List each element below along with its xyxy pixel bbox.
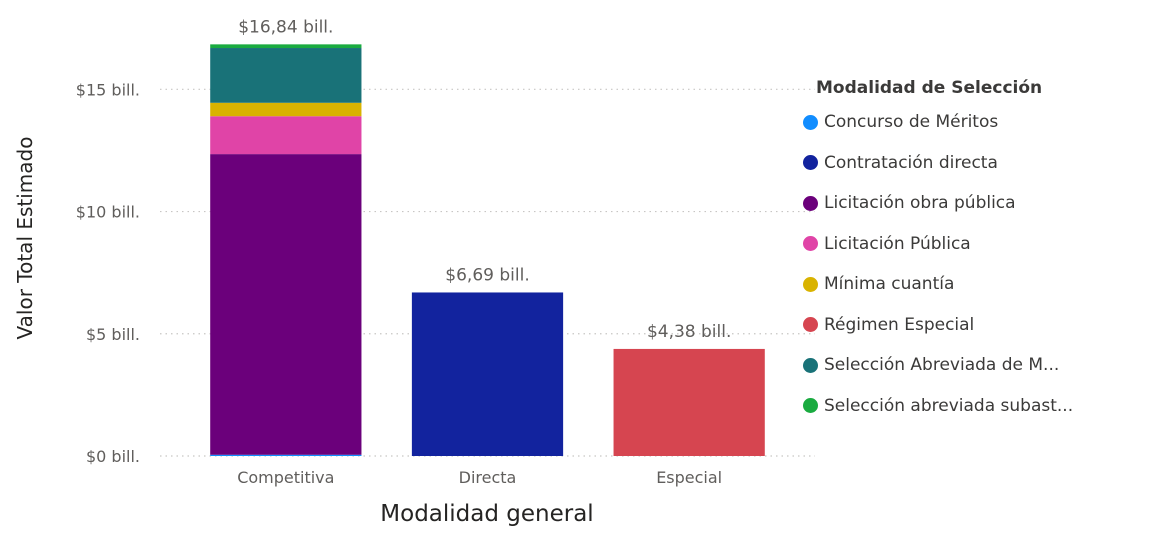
- legend-label: Licitación Pública: [824, 233, 971, 254]
- legend-marker-icon: [803, 236, 818, 252]
- legend-item[interactable]: Selección Abreviada de M...: [803, 345, 1143, 386]
- legend-item[interactable]: Contratación directa: [803, 143, 1143, 184]
- bar-segment[interactable]: [210, 102, 362, 117]
- bar-segment[interactable]: [411, 292, 564, 456]
- legend-marker-icon: [803, 114, 818, 130]
- bar-segment[interactable]: [210, 48, 362, 103]
- legend: Modalidad de Selección Concurso de Mérit…: [803, 74, 1143, 426]
- legend-label: Régimen Especial: [824, 314, 975, 335]
- legend-item[interactable]: Licitación obra pública: [803, 183, 1143, 224]
- y-tick-label: $10 bill.: [76, 203, 140, 222]
- legend-item[interactable]: Licitación Pública: [803, 224, 1143, 265]
- y-tick-label: $0 bill.: [86, 447, 140, 466]
- legend-item[interactable]: Régimen Especial: [803, 305, 1143, 346]
- bar-segment[interactable]: [210, 116, 362, 155]
- legend-title: Modalidad de Selección: [816, 78, 1043, 98]
- x-tick-labels: Competitiva Directa Especial: [237, 468, 722, 487]
- bars: [210, 44, 765, 456]
- total-labels: $16,84 bill. $6,69 bill. $4,38 bill.: [238, 17, 731, 342]
- legend-marker-icon: [803, 155, 818, 171]
- legend-marker-icon: [803, 357, 818, 373]
- bar-segment[interactable]: [210, 44, 362, 49]
- legend-item[interactable]: Concurso de Méritos: [803, 102, 1143, 143]
- total-label: $16,84 bill.: [238, 17, 333, 37]
- x-tick-label: Directa: [459, 468, 517, 487]
- legend-label: Concurso de Méritos: [824, 112, 999, 133]
- legend-label: Selección abreviada subast...: [824, 395, 1074, 416]
- legend-label: Licitación obra pública: [824, 193, 1016, 214]
- legend-marker-icon: [803, 317, 818, 333]
- legend-item[interactable]: Mínima cuantía: [803, 264, 1143, 305]
- legend-item[interactable]: Selección abreviada subast...: [803, 386, 1143, 427]
- legend-label: Mínima cuantía: [824, 274, 955, 295]
- x-tick-label: Especial: [656, 468, 722, 487]
- y-tick-label: $5 bill.: [86, 325, 140, 344]
- total-label: $4,38 bill.: [647, 322, 731, 342]
- x-tick-label: Competitiva: [237, 468, 334, 487]
- legend-label: Selección Abreviada de M...: [824, 355, 1060, 376]
- legend-marker-icon: [803, 276, 818, 292]
- y-tick-label: $15 bill.: [76, 80, 140, 99]
- bar-segment[interactable]: [210, 454, 362, 456]
- x-axis-title: Modalidad general: [380, 501, 593, 527]
- legend-items: Concurso de Méritos Contratación directa L…: [803, 102, 1143, 426]
- y-tick-labels: $0 bill. $5 bill. $10 bill. $15 bill.: [76, 80, 140, 466]
- bar-segment[interactable]: [613, 348, 765, 456]
- total-label: $6,69 bill.: [445, 265, 529, 285]
- legend-marker-icon: [803, 398, 818, 414]
- legend-marker-icon: [803, 195, 818, 211]
- legend-label: Contratación directa: [824, 152, 998, 173]
- y-axis-title: Valor Total Estimado: [13, 137, 37, 340]
- bar-segment[interactable]: [210, 154, 362, 455]
